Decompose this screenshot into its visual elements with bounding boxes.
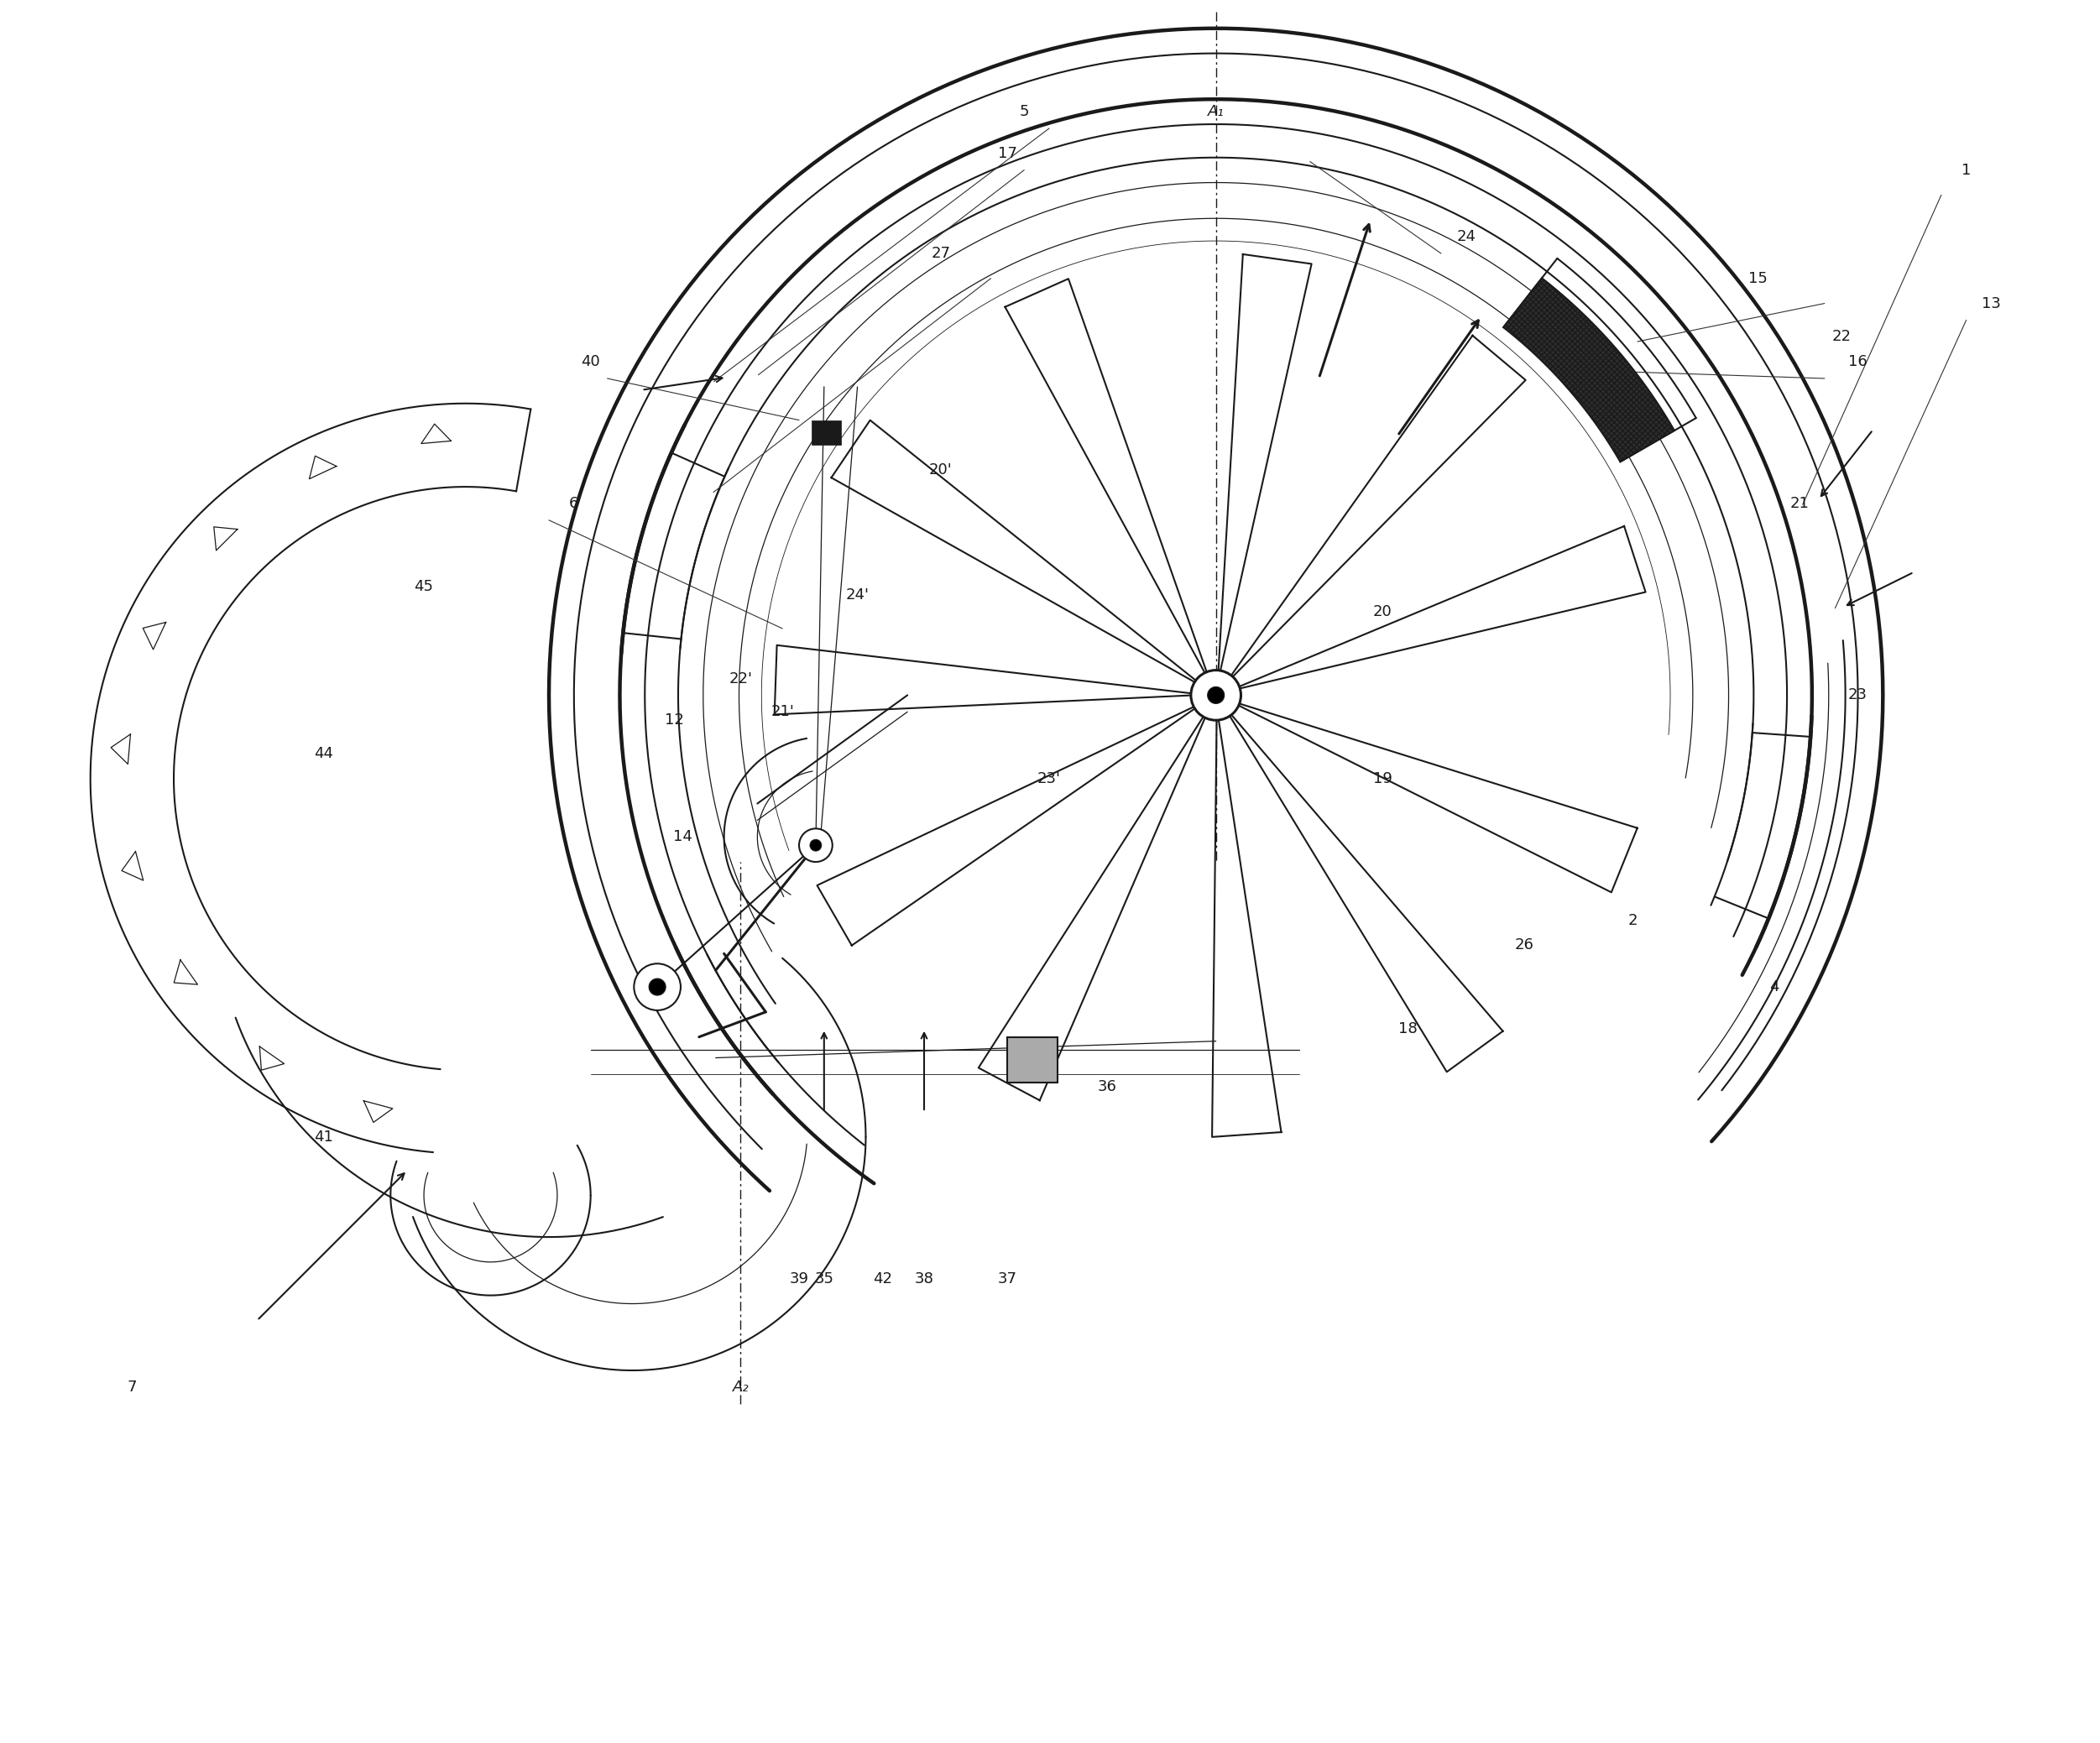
Text: 5: 5 [1018,105,1029,119]
Text: 23: 23 [1848,688,1867,702]
Text: 12: 12 [664,713,685,729]
Circle shape [1191,671,1241,720]
Text: 27: 27 [930,246,951,261]
Text: 37: 37 [998,1271,1016,1286]
Text: 24: 24 [1457,228,1476,244]
Bar [1008,1037,1058,1082]
Text: 7: 7 [128,1379,136,1394]
Circle shape [634,964,680,1011]
Text: 22': 22' [729,671,752,687]
Text: 20': 20' [928,462,953,478]
Text: 39: 39 [790,1271,808,1286]
Text: 38: 38 [913,1271,934,1286]
Text: 15: 15 [1747,270,1768,286]
Text: 13: 13 [1982,296,2001,310]
Text: A₁: A₁ [1207,105,1224,119]
Circle shape [649,978,666,995]
Text: 2: 2 [1628,913,1638,927]
Text: 26: 26 [1514,938,1533,953]
Text: 42: 42 [874,1271,892,1286]
Text: 1: 1 [1961,162,1972,178]
Circle shape [1207,687,1224,704]
Text: 20: 20 [1373,605,1392,619]
Text: 17: 17 [998,146,1016,160]
Text: A₂: A₂ [733,1379,750,1394]
Text: 6: 6 [569,497,580,511]
Text: 21': 21' [771,704,794,720]
Text: 36: 36 [1098,1079,1117,1095]
Bar [811,420,840,444]
Text: 22: 22 [1831,329,1850,345]
Text: 45: 45 [414,579,433,594]
Circle shape [811,840,821,851]
Text: 19: 19 [1373,770,1392,786]
Text: 23': 23' [1037,770,1060,786]
Text: 21: 21 [1789,497,1808,511]
Text: 4: 4 [1770,980,1779,995]
Text: 35: 35 [815,1271,834,1286]
Text: 14: 14 [672,830,691,844]
Text: 40: 40 [582,354,601,370]
Text: 16: 16 [1848,354,1867,370]
Text: 24': 24' [846,587,869,603]
Text: 18: 18 [1399,1021,1418,1035]
Polygon shape [1504,279,1674,462]
Text: 44: 44 [315,746,334,762]
Text: 41: 41 [315,1129,334,1145]
Circle shape [800,828,832,863]
